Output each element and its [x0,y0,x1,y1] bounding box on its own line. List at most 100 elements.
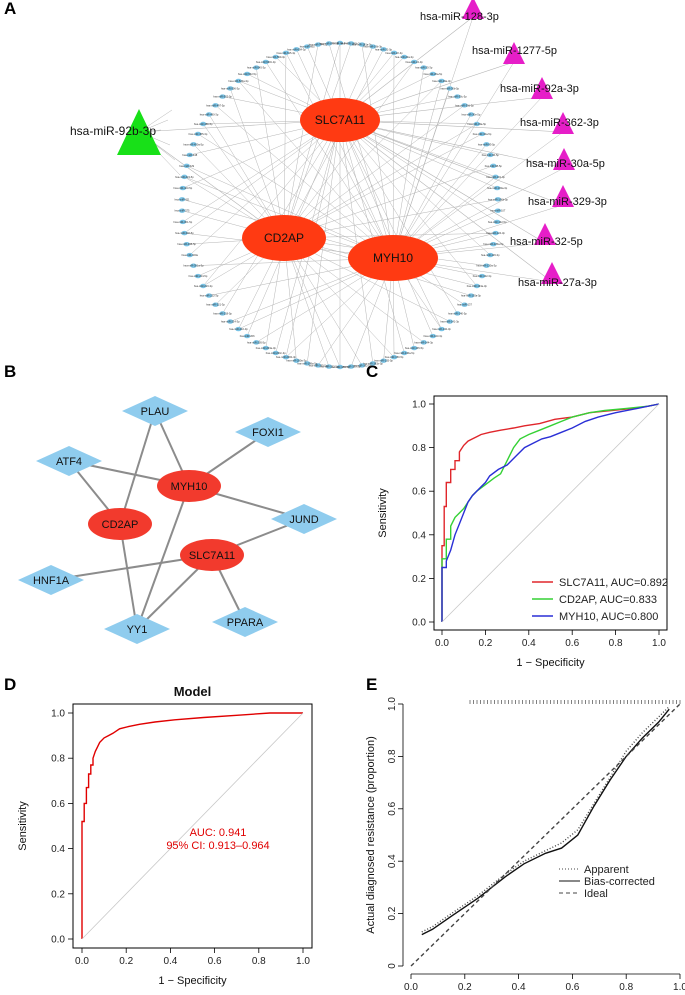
mirna-node [483,263,490,268]
mirna-node [199,121,207,127]
mirna-node-label: hsa-miR-29a-3p [432,79,451,83]
magenta-triangle [462,0,484,19]
mirna-node [483,142,490,147]
mirna-node-label: hsa-miR-873-5p [320,41,339,45]
mirna-node [467,293,475,298]
mirna-node [178,208,186,213]
mirna-node-label: hsa-miR-181a-5p [352,43,373,47]
mirna-node-label: hsa-miR-30c-5p [448,95,467,99]
x-tick-label: 0.6 [565,638,579,649]
series-line-cd2ap [441,403,660,622]
mirna-node [467,112,475,117]
magenta-mirna-label: hsa-miR-92a-3p [500,83,579,95]
mirna-node-label: hsa-miR-548c-3p [256,60,276,64]
magenta-triangle [552,112,574,134]
mirna-node [438,78,445,84]
mirna-node-label: hsa-miR-203a-3p [256,346,277,350]
hub-node-myh10 [348,235,438,281]
x-tick-label: 0.4 [512,982,526,993]
green-mirna: hsa-miR-92b-3p [70,109,161,155]
mirna-node-label: hsa-miR-206 [240,334,255,338]
mirna-node [303,44,311,49]
network-edge [283,105,465,239]
mirna-node [420,65,427,70]
y-tick-label: 0.6 [387,801,398,815]
gene-node [157,470,221,502]
mirna-node-label: hsa-miR-361-5p [174,220,193,224]
mirna-node [212,103,219,108]
x-tick-label: 0.8 [609,638,623,649]
mirna-node-label: hsa-miR-455-3p [189,132,208,136]
mirna-node-label: hsa-miR-200a-3p [286,359,307,363]
tf-label: JUND [289,514,318,526]
tf-network: PLAU FOXI1 ATF4 JUND HNF1A YY1 PPARA MYH10 CD2AP… [18,396,337,644]
mirna-node [380,358,387,363]
mirna-node-label: hsa-miR-532-5p [238,72,257,76]
mirna-node-label: hsa-miR-335-5p [177,242,196,246]
mirna-node-label: hsa-miR-424-5p [175,175,194,179]
mirna-node [253,65,260,70]
mirna-node-label: hsa-miR-155-5p [374,359,393,363]
x-tick-label: 1.0 [652,638,666,649]
mirna-node-label: hsa-miR-181b-5p [363,361,384,365]
hub-node-slc7a11 [300,98,380,142]
y-tick-label: 0.4 [51,844,65,855]
mirna-node [461,302,468,307]
mirna-node [369,44,377,49]
mirna-node-label: hsa-miR-182-5p [353,363,372,367]
mirna-node [314,363,322,368]
y-tick-label: 0.2 [412,574,426,585]
mirna-node [183,241,190,247]
mirna-node-label: hsa-miR-503-5p [213,95,232,99]
mirna-node [473,283,481,289]
mirna-node-label: hsa-miR-140-5p [448,311,467,315]
network-edge [392,52,395,259]
network-edge [392,16,474,259]
mirna-node-label: hsa-miR-30e-5p [462,112,481,116]
y-tick-label: 1.0 [387,697,398,711]
legend-label: Apparent [584,864,629,876]
mirna-node-label: hsa-miR-224-5p [189,274,208,278]
mirna-node-label: hsa-miR-145-5p [405,346,424,350]
series-line-myh10 [441,403,660,622]
gene-node [180,539,244,571]
mirna-node [227,86,234,91]
network-edge [328,43,394,259]
mirna-node [438,326,445,332]
mirna-node-label: hsa-miR-450a-5p [183,142,204,146]
magenta-triangle [553,148,575,170]
mirna-node-label: hsa-miR-218-5p [213,311,232,315]
mirna-node [262,345,270,351]
magenta-triangle [531,77,553,99]
mirna-node [186,252,193,258]
mirna-node [179,219,187,225]
mirna-node [390,50,398,55]
network-edge [339,119,553,283]
mirna-node-label: hsa-miR-320a [182,253,199,257]
mirna-node [314,42,322,47]
mirna-node [492,230,499,236]
tf-network-nodes: PLAU FOXI1 ATF4 JUND HNF1A YY1 PPARA MYH10 CD2AP… [18,396,337,644]
mirna-node [454,311,461,316]
mirna-node-label: hsa-miR-448 [182,153,197,157]
x-tick-label: 1.0 [296,956,310,967]
network-edge [283,52,287,239]
mirna-node-label: hsa-miR-142-3p [432,327,451,331]
magenta-mirna-label: hsa-miR-128-3p [420,11,499,23]
mirna-node-label: hsa-miR-221-3p [206,303,225,307]
mirna-node [181,230,188,236]
mirna-node [325,364,333,369]
mirna-node-label: hsa-miR-223-3p [194,284,213,288]
x-tick-label: 0.6 [208,956,222,967]
mirna-node [494,208,502,213]
y-tick-label: 0.8 [387,749,398,763]
calibration-chart: 0.00.20.40.60.81.000.20.40.60.81.0Nomogr… [365,697,685,993]
mirna-node [181,174,188,180]
network-edge [339,119,564,206]
mirna-node-label: hsa-miR-146a-5p [394,351,415,355]
mirna-node-label: hsa-miR-26a-5p [424,72,443,76]
mirna-node [272,54,279,60]
gene-node [88,508,152,540]
chart-title: Model [174,684,212,699]
y-tick-label: 0.4 [412,530,426,541]
